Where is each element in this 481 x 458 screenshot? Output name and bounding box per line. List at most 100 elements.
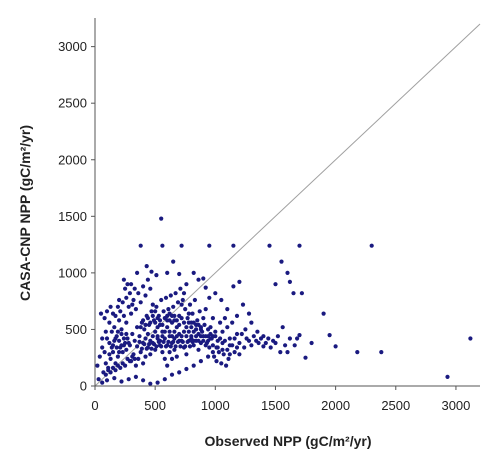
data-point xyxy=(180,297,185,303)
data-point xyxy=(224,363,229,368)
data-point xyxy=(133,307,138,312)
data-point xyxy=(179,316,184,321)
data-point xyxy=(240,302,246,307)
data-point xyxy=(117,350,122,355)
data-point xyxy=(132,286,137,291)
data-point xyxy=(136,291,141,296)
data-point xyxy=(191,343,196,348)
data-point xyxy=(150,313,155,318)
y-tick-label: 1000 xyxy=(58,265,87,280)
data-point xyxy=(156,339,161,344)
data-point xyxy=(141,378,146,383)
data-point xyxy=(112,376,117,381)
data-point xyxy=(207,243,212,248)
data-point xyxy=(333,344,338,349)
data-point xyxy=(195,318,200,323)
data-point xyxy=(115,304,120,309)
data-point xyxy=(237,279,242,284)
data-point xyxy=(171,339,176,344)
data-point xyxy=(194,334,199,339)
data-point xyxy=(119,327,124,332)
data-point xyxy=(268,345,273,350)
data-point xyxy=(165,363,170,368)
data-point xyxy=(123,286,128,291)
data-point xyxy=(167,350,172,355)
data-point xyxy=(218,320,223,325)
data-point xyxy=(256,340,261,346)
data-point xyxy=(115,329,120,334)
data-point xyxy=(117,318,122,323)
data-point xyxy=(104,309,110,314)
data-point xyxy=(150,302,155,307)
data-point xyxy=(160,243,165,248)
data-point xyxy=(198,359,203,364)
data-point xyxy=(355,350,360,355)
data-point xyxy=(291,291,296,296)
data-point xyxy=(222,316,227,321)
data-point xyxy=(161,339,166,344)
data-point xyxy=(147,342,152,347)
data-point xyxy=(104,378,110,383)
y-tick-label: 2500 xyxy=(58,96,87,111)
data-point xyxy=(149,346,154,351)
data-point xyxy=(96,377,101,382)
data-point xyxy=(160,334,165,339)
data-point xyxy=(261,344,266,349)
data-point xyxy=(198,327,203,332)
data-point xyxy=(169,356,175,361)
data-point xyxy=(165,313,170,318)
data-point xyxy=(210,334,215,339)
data-point xyxy=(234,345,240,350)
data-point xyxy=(126,377,131,382)
data-point xyxy=(139,346,144,351)
data-point xyxy=(162,356,167,361)
data-point xyxy=(159,297,164,303)
data-point xyxy=(126,304,131,309)
data-point xyxy=(194,327,199,332)
data-point xyxy=(166,339,171,344)
data-point xyxy=(184,366,189,372)
data-point xyxy=(98,311,104,316)
data-point xyxy=(283,343,288,348)
data-point xyxy=(243,327,248,332)
data-point xyxy=(124,295,129,300)
data-point xyxy=(225,325,230,330)
data-point xyxy=(189,334,194,339)
data-point xyxy=(102,350,107,355)
data-point xyxy=(136,356,141,361)
data-point xyxy=(227,336,232,341)
data-point xyxy=(185,316,190,321)
data-point xyxy=(278,350,283,355)
data-point xyxy=(184,282,189,287)
data-point xyxy=(141,284,146,289)
data-point xyxy=(162,377,167,382)
data-point xyxy=(120,300,125,305)
data-point xyxy=(292,343,297,348)
data-point xyxy=(142,342,147,347)
data-point xyxy=(110,350,116,355)
data-point xyxy=(181,320,187,325)
data-point xyxy=(165,270,170,275)
data-point xyxy=(210,316,215,321)
data-point xyxy=(161,309,166,314)
data-point xyxy=(137,339,142,344)
data-point xyxy=(181,291,187,296)
data-point xyxy=(148,286,153,291)
data-point xyxy=(142,327,147,332)
data-point xyxy=(114,345,119,350)
data-point xyxy=(237,340,242,346)
data-point xyxy=(124,320,129,325)
data-point xyxy=(239,331,244,337)
data-point xyxy=(177,322,182,327)
data-point xyxy=(143,322,148,327)
data-point xyxy=(263,340,268,346)
data-point xyxy=(220,329,225,334)
data-point xyxy=(143,354,148,359)
data-point xyxy=(230,343,235,348)
x-tick-label: 1000 xyxy=(201,398,230,413)
data-point xyxy=(133,374,138,379)
data-point xyxy=(232,350,237,355)
data-point xyxy=(275,334,280,339)
data-point xyxy=(210,350,215,355)
data-point xyxy=(173,291,178,296)
